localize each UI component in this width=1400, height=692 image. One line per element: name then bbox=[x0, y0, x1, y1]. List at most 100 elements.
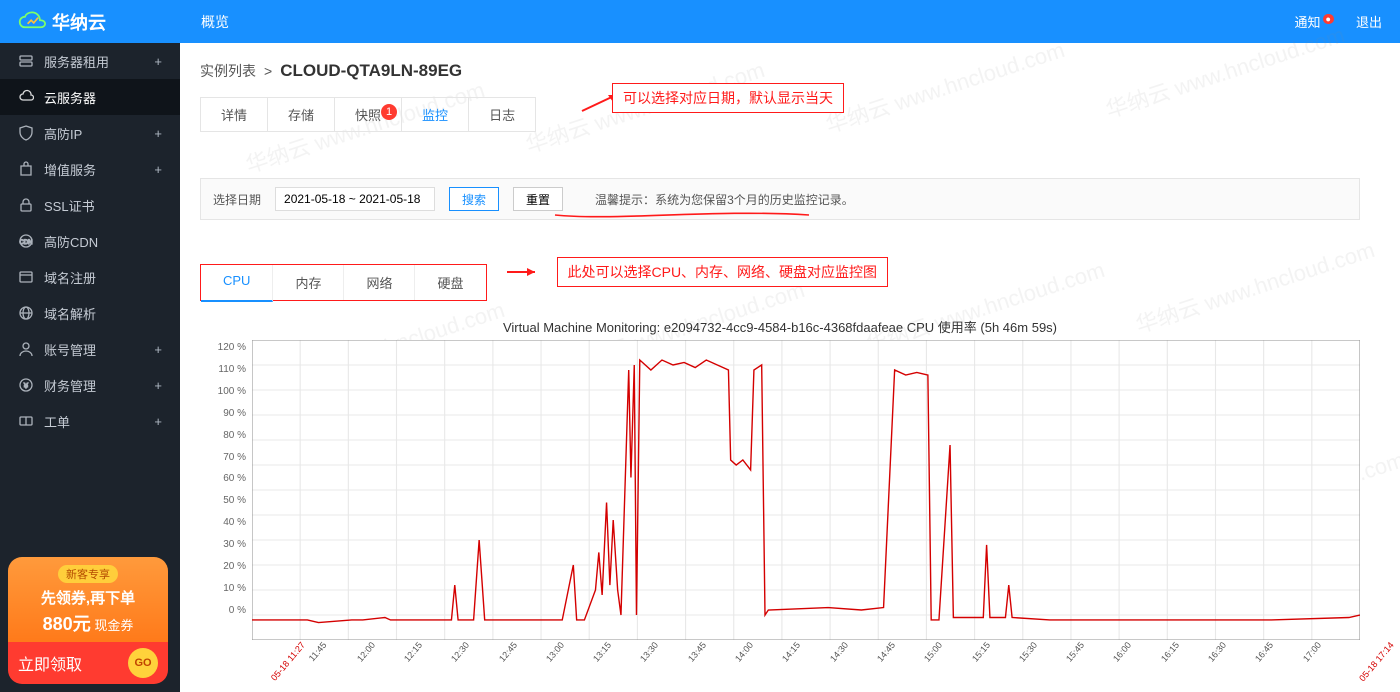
xtick: 14:00 bbox=[733, 640, 755, 664]
lock-icon bbox=[18, 197, 34, 213]
sidebar-item-label: 财务管理 bbox=[44, 376, 96, 395]
promo-badge[interactable]: 新客专享 先领券,再下单 880元 现金券 立即领取 GO bbox=[8, 557, 168, 684]
subtab-CPU[interactable]: CPU bbox=[201, 265, 273, 302]
tip-text: 系统为您保留3个月的历史监控记录。 bbox=[655, 193, 854, 207]
sidebar-item-label: 域名解析 bbox=[44, 304, 96, 323]
xtick: 11:45 bbox=[307, 640, 329, 663]
promo-cta[interactable]: 立即领取 bbox=[18, 651, 82, 675]
sidebar-item-label: 账号管理 bbox=[44, 340, 96, 359]
ytick: 120 % bbox=[218, 342, 246, 353]
sidebar-item-lock[interactable]: SSL证书 bbox=[0, 187, 180, 223]
promo-suffix: 现金券 bbox=[94, 618, 133, 633]
ytick: 50 % bbox=[223, 495, 246, 506]
sidebar-item-cdn[interactable]: CDN 高防CDN bbox=[0, 223, 180, 259]
xtick: 14:30 bbox=[828, 640, 850, 664]
ytick: 110 % bbox=[218, 364, 246, 375]
search-button[interactable]: 搜索 bbox=[449, 187, 499, 211]
xtick: 16:00 bbox=[1112, 640, 1134, 664]
ytick: 80 % bbox=[223, 430, 246, 441]
tab-存储[interactable]: 存储 bbox=[268, 98, 335, 131]
sidebar-item-money[interactable]: ¥财务管理+ bbox=[0, 367, 180, 403]
xtick: 15:30 bbox=[1017, 640, 1039, 664]
tab-详情[interactable]: 详情 bbox=[201, 98, 268, 131]
ytick: 100 % bbox=[218, 386, 246, 397]
ticket-icon bbox=[18, 413, 34, 429]
ytick: 40 % bbox=[223, 517, 246, 528]
expand-icon: + bbox=[154, 378, 162, 393]
breadcrumb-parent[interactable]: 实例列表 bbox=[200, 61, 256, 81]
date-label: 选择日期 bbox=[213, 191, 261, 208]
xtick: 13:15 bbox=[591, 640, 613, 664]
sidebar-item-ticket[interactable]: 工单+ bbox=[0, 403, 180, 439]
tab-badge: 1 bbox=[381, 104, 397, 120]
brand-logo[interactable]: 华纳云 bbox=[18, 9, 106, 35]
ytick: 60 % bbox=[223, 473, 246, 484]
top-logout[interactable]: 退出 bbox=[1356, 12, 1382, 31]
chart-plot bbox=[252, 340, 1360, 640]
promo-amount: 880元 bbox=[43, 614, 91, 634]
reset-button[interactable]: 重置 bbox=[513, 187, 563, 211]
ytick: 30 % bbox=[223, 539, 246, 550]
xtick: 13:45 bbox=[686, 640, 708, 664]
sidebar-item-cloud[interactable]: 云服务器 bbox=[0, 79, 180, 115]
breadcrumb-sep: > bbox=[264, 63, 272, 79]
sidebar-item-label: SSL证书 bbox=[44, 196, 95, 215]
sidebar-item-server[interactable]: 服务器租用+ bbox=[0, 43, 180, 79]
annotation-1: 可以选择对应日期，默认显示当天 bbox=[612, 83, 844, 113]
xtick: 05-18 17:14 bbox=[1357, 640, 1396, 683]
xtick: 05-18 11:27 bbox=[269, 640, 307, 683]
subtab-内存[interactable]: 内存 bbox=[273, 265, 344, 300]
sidebar-item-domain[interactable]: 域名注册 bbox=[0, 259, 180, 295]
xtick: 16:30 bbox=[1206, 640, 1228, 664]
tab-监控[interactable]: 监控 bbox=[402, 98, 469, 131]
expand-icon: + bbox=[154, 342, 162, 357]
sidebar-item-label: 域名注册 bbox=[44, 268, 96, 287]
subtab-网络[interactable]: 网络 bbox=[344, 265, 415, 300]
sidebar-item-globe[interactable]: 域名解析 bbox=[0, 295, 180, 331]
sidebar-item-label: 工单 bbox=[44, 412, 70, 431]
subtab-硬盘[interactable]: 硬盘 bbox=[415, 265, 485, 300]
ytick: 10 % bbox=[223, 583, 246, 594]
ytick: 20 % bbox=[223, 561, 246, 572]
tab-快照[interactable]: 快照1 bbox=[335, 98, 402, 131]
bag-icon bbox=[18, 161, 34, 177]
sidebar-item-bag[interactable]: 增值服务+ bbox=[0, 151, 180, 187]
xtick: 16:15 bbox=[1159, 640, 1181, 664]
sidebar-item-label: 高防CDN bbox=[44, 232, 98, 251]
ytick: 90 % bbox=[223, 408, 246, 419]
tab-日志[interactable]: 日志 bbox=[469, 98, 535, 131]
sidebar-item-label: 云服务器 bbox=[44, 88, 96, 107]
annotation-2: 此处可以选择CPU、内存、网络、硬盘对应监控图 bbox=[557, 257, 889, 287]
sidebar-item-user[interactable]: 账号管理 + bbox=[0, 331, 180, 367]
chart-xaxis: 05-18 11:2711:4512:0012:1512:3012:4513:0… bbox=[252, 640, 1340, 680]
date-range-input[interactable] bbox=[275, 187, 435, 211]
promo-tag: 新客专享 bbox=[58, 565, 118, 583]
cdn-icon: CDN bbox=[18, 233, 34, 249]
chart-container: Virtual Machine Monitoring: e2094732-4cc… bbox=[200, 311, 1360, 692]
xtick: 13:30 bbox=[638, 640, 660, 664]
sidebar-item-shield[interactable]: 高防IP+ bbox=[0, 115, 180, 151]
xtick: 13:00 bbox=[544, 640, 566, 664]
topnav-overview[interactable]: 概览 bbox=[201, 12, 229, 32]
hand-underline bbox=[553, 207, 813, 223]
globe-icon bbox=[18, 305, 34, 321]
cloud-icon bbox=[18, 89, 34, 105]
xtick: 12:30 bbox=[449, 640, 471, 664]
user-icon bbox=[18, 341, 34, 357]
shield-icon bbox=[18, 125, 34, 141]
promo-go-icon[interactable]: GO bbox=[128, 648, 158, 678]
sidebar-item-label: 增值服务 bbox=[44, 160, 96, 179]
annotation-arrow-2 bbox=[505, 264, 539, 280]
tip-label: 温馨提示： bbox=[595, 193, 655, 207]
svg-text:CDN: CDN bbox=[20, 240, 33, 246]
main: 实例列表 > CLOUD-QTA9LN-89EG 详情存储快照1监控日志 可以选… bbox=[180, 43, 1400, 692]
xtick: 16:45 bbox=[1253, 640, 1275, 664]
topbar: 华纳云 概览 通知● 退出 bbox=[0, 0, 1400, 43]
xtick: 17:00 bbox=[1301, 640, 1323, 664]
sidebar-item-label: 高防IP bbox=[44, 124, 82, 143]
detail-tabs: 详情存储快照1监控日志 bbox=[200, 97, 536, 132]
filter-bar: 选择日期 搜索 重置 温馨提示：系统为您保留3个月的历史监控记录。 bbox=[200, 178, 1360, 220]
promo-line1: 先领券,再下单 bbox=[18, 587, 158, 608]
top-notice[interactable]: 通知● bbox=[1295, 12, 1334, 31]
xtick: 12:00 bbox=[355, 640, 377, 664]
